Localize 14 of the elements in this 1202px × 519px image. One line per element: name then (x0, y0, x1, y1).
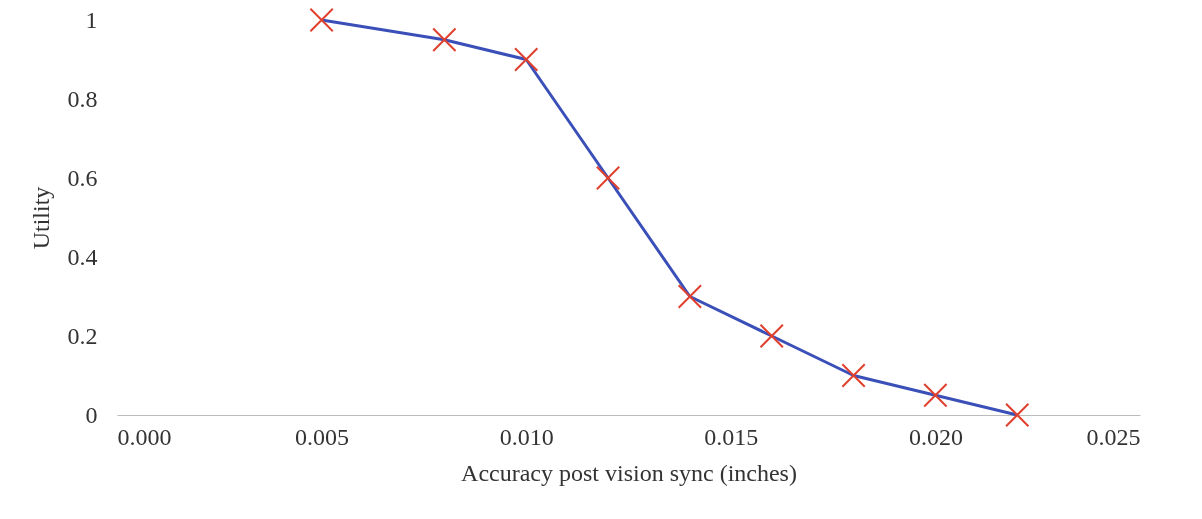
y-tick-label: 0 (85, 401, 98, 428)
x-tick-label: 0.000 (117, 423, 172, 450)
x-tick-label: 0.005 (295, 423, 350, 450)
y-tick-label: 1 (85, 6, 98, 33)
x-tick-label: 0.010 (499, 423, 554, 450)
y-axis-title: Utility (27, 186, 54, 250)
x-tick-label: 0.015 (704, 423, 759, 450)
y-tick-label: 0.4 (67, 243, 98, 270)
x-tick-label: 0.025 (1086, 423, 1141, 450)
y-tick-label: 0.8 (67, 85, 98, 112)
x-axis-title: Accuracy post vision sync (inches) (461, 459, 797, 486)
y-tick-label: 0.6 (67, 164, 98, 191)
y-tick-label: 0.2 (67, 322, 98, 349)
x-tick-label: 0.020 (908, 423, 963, 450)
